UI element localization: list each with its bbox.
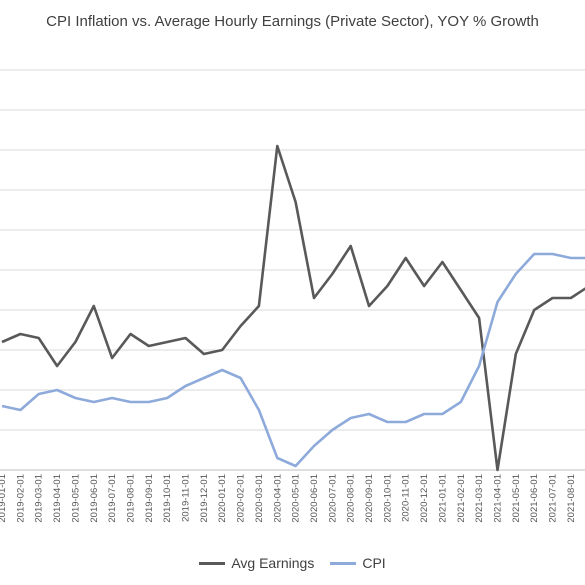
x-tick-label: 2019-01-01	[0, 474, 8, 523]
x-tick-label: 2020-07-01	[327, 474, 338, 523]
x-tick-label: 2021-04-01	[492, 474, 503, 523]
x-tick-label: 2019-02-01	[15, 474, 26, 523]
x-tick-label: 2019-05-01	[70, 474, 81, 523]
x-tick-label: 2020-02-01	[236, 474, 247, 523]
x-tick-label: 2020-06-01	[309, 474, 320, 523]
x-tick-label: 2020-04-01	[272, 474, 283, 523]
x-tick-label: 2020-10-01	[382, 474, 393, 523]
x-tick-label: 2019-04-01	[52, 474, 63, 523]
series-lines	[1, 144, 585, 472]
x-tick-label: 2019-08-01	[125, 474, 136, 523]
chart-title: CPI Inflation vs. Average Hourly Earning…	[46, 13, 539, 30]
x-tick-labels: 2019-01-01 2019-02-01 2019-03-01 2019-04-01…	[0, 474, 585, 523]
x-tick-label: 2019-09-01	[144, 474, 155, 523]
x-tick-label: 2020-03-01	[254, 474, 265, 523]
x-tick-label: 2021-05-01	[511, 474, 522, 523]
x-tick-label: 2019-10-01	[162, 474, 173, 523]
x-tick-label: 2019-06-01	[89, 474, 100, 523]
x-tick-label: 2021-01-01	[437, 474, 448, 523]
x-tick-label: 2020-12-01	[419, 474, 430, 523]
legend-item-cpi: CPI	[330, 555, 386, 571]
x-tick-label: 2019-07-01	[107, 474, 118, 523]
x-tick-label: 2020-11-01	[401, 474, 412, 522]
x-tick-label: 2020-01-01	[217, 474, 228, 523]
legend-label-avg-earnings: Avg Earnings	[231, 555, 315, 571]
x-tick-label: 2020-09-01	[364, 474, 375, 523]
x-tick-label: 2019-12-01	[199, 474, 210, 523]
x-tick-label: 2019-03-01	[34, 474, 45, 523]
legend-swatch-avg-earnings	[199, 561, 226, 565]
x-tick-label: 2021-06-01	[529, 474, 540, 523]
x-tick-label: 2021-07-01	[548, 474, 559, 523]
x-tick-label: 2019-11-01	[181, 474, 192, 522]
x-tick-label: 2021-02-01	[456, 474, 467, 523]
x-tick-label: 2021-03-01	[474, 474, 485, 523]
x-tick-label: 2020-08-01	[346, 474, 357, 523]
legend: Avg Earnings CPI	[0, 553, 585, 573]
legend-item-avg-earnings: Avg Earnings	[199, 555, 314, 571]
series-line-avg-earnings	[1, 144, 585, 472]
series-line-cpi	[1, 252, 585, 468]
x-tick-label: 2021-08-01	[566, 474, 577, 523]
legend-swatch-cpi	[330, 561, 357, 565]
gridlines	[0, 69, 585, 471]
legend-label-cpi: CPI	[362, 555, 386, 571]
x-tick-label: 2020-05-01	[291, 474, 302, 523]
